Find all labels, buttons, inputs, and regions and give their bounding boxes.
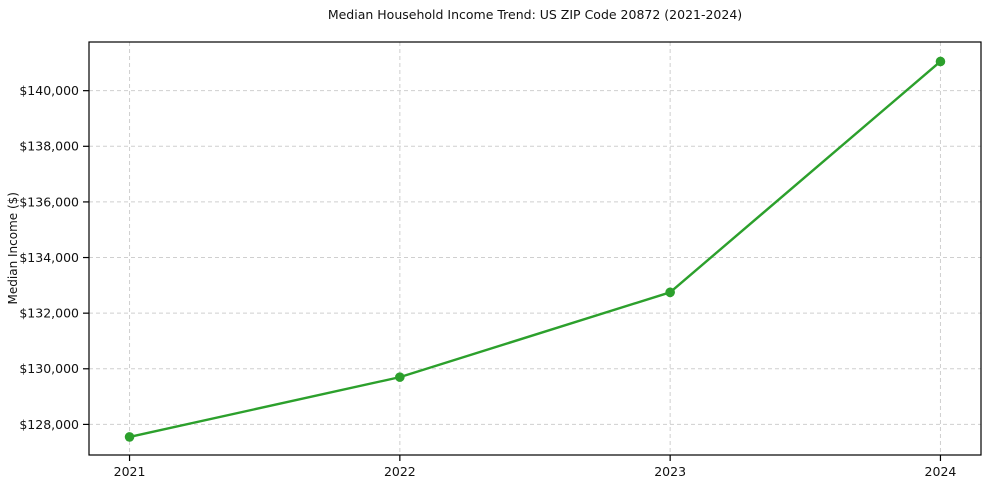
y-tick-label: $134,000 — [19, 250, 79, 265]
data-point-2022 — [395, 372, 405, 382]
trend-line — [128, 60, 942, 439]
y-tick-label: $136,000 — [19, 194, 79, 209]
data-point-2024 — [935, 56, 946, 67]
data-point-2023 — [665, 287, 675, 298]
y-tick-label: $138,000 — [19, 139, 79, 154]
x-tick-label: 2022 — [384, 464, 416, 479]
y-tick-label: $130,000 — [19, 361, 79, 376]
data-point-2021 — [124, 432, 135, 442]
y-tick-label: $132,000 — [19, 306, 79, 321]
x-tick-label: 2021 — [114, 464, 146, 479]
chart-title: Median Household Income Trend: US ZIP Co… — [327, 7, 743, 22]
y-tick-label: $128,000 — [19, 417, 79, 432]
x-tick-label: 2023 — [654, 464, 686, 479]
y-tick-label: $140,000 — [19, 83, 79, 98]
x-tick-label: 2024 — [925, 464, 957, 479]
axes-frame — [88, 41, 982, 456]
